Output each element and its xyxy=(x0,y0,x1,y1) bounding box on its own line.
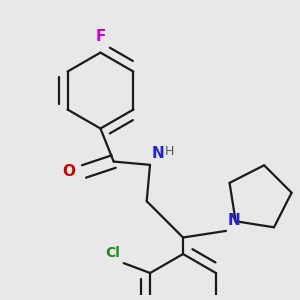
Text: N: N xyxy=(228,213,240,228)
Text: F: F xyxy=(95,29,106,44)
Text: H: H xyxy=(165,145,174,158)
Text: O: O xyxy=(63,164,76,179)
Text: Cl: Cl xyxy=(105,247,120,260)
Text: N: N xyxy=(152,146,164,161)
